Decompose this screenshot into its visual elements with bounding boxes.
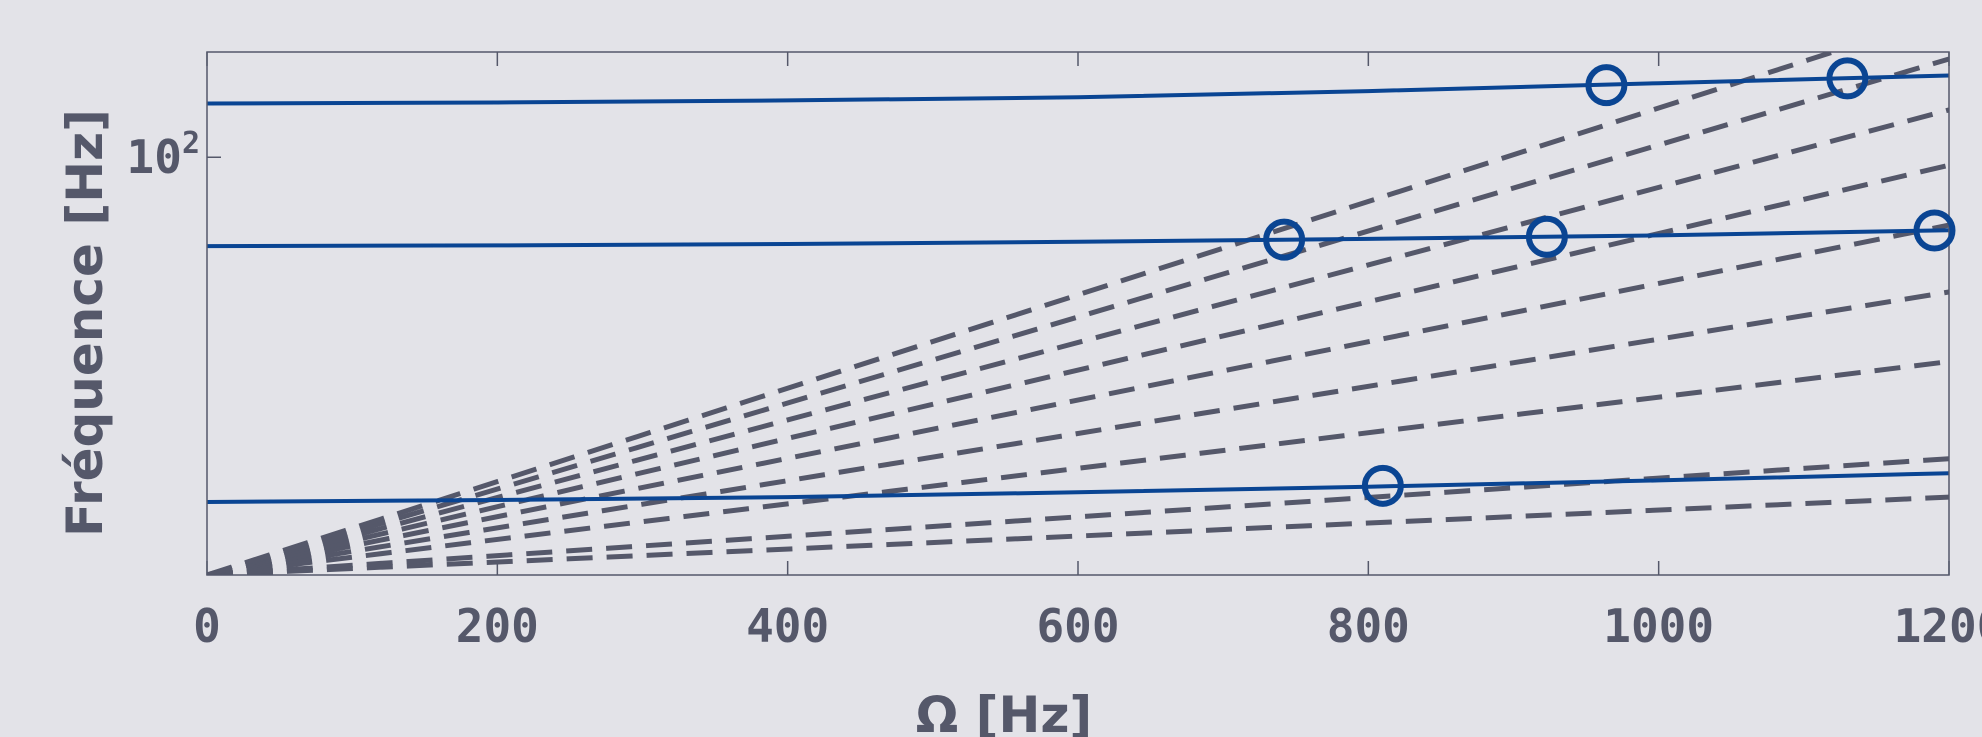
marker-layer <box>1263 57 1956 507</box>
solid-series-line-3 <box>207 73 1949 106</box>
solid-series-line-1 <box>207 471 1949 504</box>
y-axis-title: Fréquence [Hz] <box>56 109 114 537</box>
intersection-marker-4 <box>1913 209 1956 252</box>
plot-area <box>207 52 1949 575</box>
y-tick-label-100: 102 <box>127 126 200 184</box>
x-tick-label-200: 200 <box>456 599 539 653</box>
x-tick-label-400: 400 <box>746 599 829 653</box>
x-axis-title: Ω [Hz] <box>916 686 1093 737</box>
dashed-series-line-9 <box>207 52 1834 575</box>
solid-series-line-2 <box>207 228 1949 249</box>
intersection-marker-2 <box>1263 218 1306 261</box>
dashed-series-line-3 <box>207 359 1949 575</box>
dashed-series-line-2 <box>207 456 1949 575</box>
solid-series-layer <box>207 73 1949 504</box>
dashed-series-line-7 <box>207 107 1949 575</box>
intersection-marker-1 <box>1361 464 1404 507</box>
intersection-marker-5 <box>1585 64 1628 107</box>
intersection-marker-6 <box>1826 57 1869 100</box>
x-tick-label-1000: 1000 <box>1603 599 1714 653</box>
x-tick-label-0: 0 <box>193 599 221 653</box>
dashed-series-line-8 <box>207 56 1949 575</box>
tick-label-layer: 0 200 400 600 800 1000 1200 102 <box>127 126 1982 653</box>
dashed-series-line-4 <box>207 289 1949 575</box>
x-tick-label-600: 600 <box>1036 599 1119 653</box>
x-tick-label-800: 800 <box>1327 599 1410 653</box>
x-tick-label-1200: 1200 <box>1894 599 1982 653</box>
dashed-series-line-5 <box>207 222 1949 575</box>
intersection-marker-3 <box>1525 215 1568 258</box>
tick-layer <box>206 52 1950 575</box>
